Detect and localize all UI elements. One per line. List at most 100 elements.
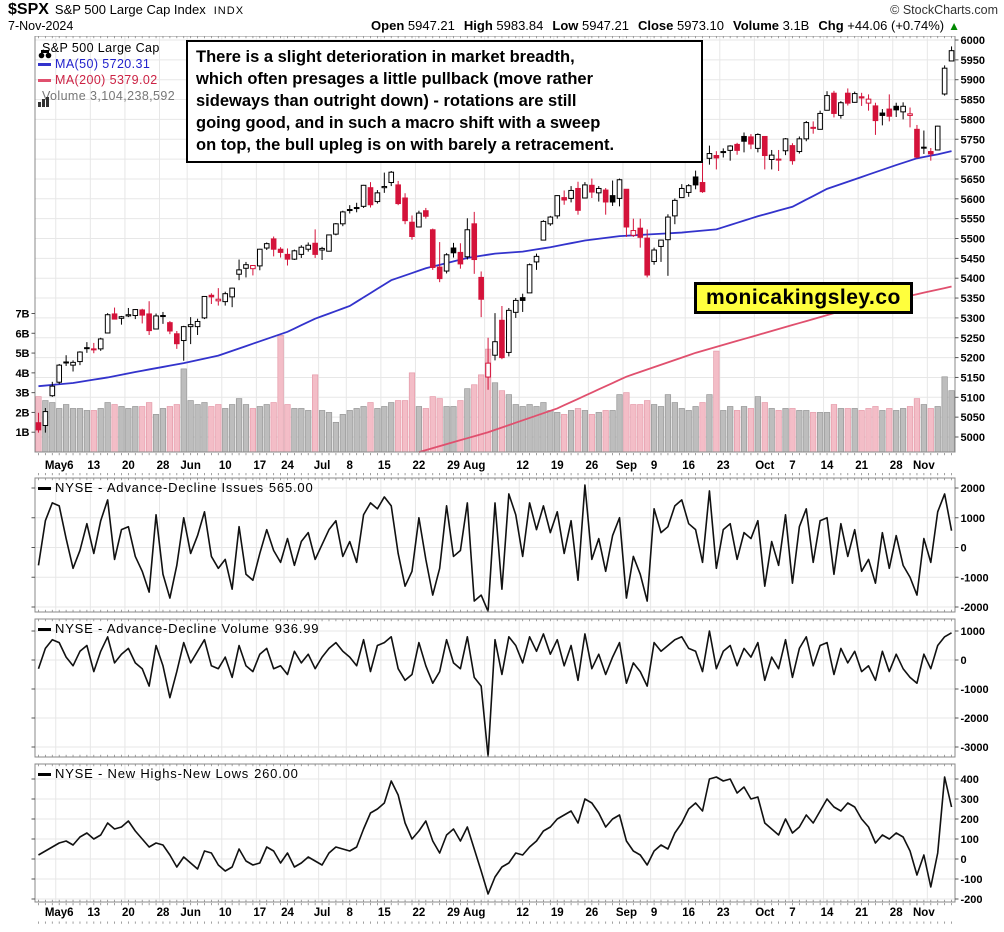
svg-text:Jun: Jun <box>180 907 200 919</box>
svg-text:17: 17 <box>253 460 266 472</box>
new-highs-lows-panel: 400 300 200 100 0 -100 -200 May6 13 20 28 Jun 10 17 24… <box>31 763 983 924</box>
svg-text:14: 14 <box>821 460 834 472</box>
svg-text:Sep: Sep <box>616 907 637 919</box>
svg-text:5B: 5B <box>15 348 29 360</box>
new-highs-lows-label: NYSE - New Highs-New Lows 260.00 <box>38 766 299 781</box>
svg-text:10: 10 <box>219 460 232 472</box>
annotation-box: There is a slight deterioration in marke… <box>186 40 703 163</box>
svg-text:Aug: Aug <box>463 907 485 919</box>
svg-text:5900: 5900 <box>961 75 985 87</box>
svg-text:22: 22 <box>413 460 426 472</box>
svg-text:8: 8 <box>347 460 354 472</box>
watermark-badge: monicakingsley.co <box>694 282 913 314</box>
legend-volume-row: Volume 3,104,238,592 <box>38 88 176 107</box>
svg-text:20: 20 <box>122 460 135 472</box>
ad-issues-panel: 2000 1000 0 -1000 -2000 <box>31 477 989 614</box>
svg-text:May6: May6 <box>45 907 74 919</box>
svg-text:-2000: -2000 <box>961 713 989 725</box>
svg-text:26: 26 <box>585 460 598 472</box>
change-up-icon: ▲ <box>948 19 960 33</box>
svg-text:5400: 5400 <box>961 273 985 285</box>
legend-title-row: S&P 500 Large Cap <box>38 40 175 59</box>
quote-label: Chg <box>818 18 844 33</box>
svg-text:22: 22 <box>413 907 426 919</box>
svg-text:Oct: Oct <box>755 907 774 919</box>
svg-text:5750: 5750 <box>961 134 985 146</box>
svg-text:5000: 5000 <box>961 432 985 444</box>
svg-text:6000: 6000 <box>961 36 985 47</box>
svg-text:20: 20 <box>122 907 135 919</box>
svg-text:5850: 5850 <box>961 95 985 107</box>
svg-text:24: 24 <box>281 460 294 472</box>
stockcharts-credit: © StockCharts.com <box>890 3 998 17</box>
svg-text:5250: 5250 <box>961 333 985 345</box>
legend-volume: Volume 3,104,238,592 <box>42 89 176 103</box>
quote-value: 5983.84 <box>492 18 544 33</box>
svg-text:Sep: Sep <box>616 460 637 472</box>
ad-issues-label: NYSE - Advance-Decline Issues 565.00 <box>38 480 313 495</box>
svg-text:4B: 4B <box>15 368 29 380</box>
svg-text:300: 300 <box>961 794 979 806</box>
svg-text:5550: 5550 <box>961 214 985 226</box>
svg-text:23: 23 <box>717 460 730 472</box>
svg-text:3B: 3B <box>15 388 29 400</box>
legend-ma50: MA(50) 5720.31 <box>55 57 151 71</box>
quote-value: 3.1B <box>779 18 810 33</box>
svg-text:5050: 5050 <box>961 412 985 424</box>
svg-text:8: 8 <box>347 907 354 919</box>
svg-text:5350: 5350 <box>961 293 985 305</box>
annotation-line: on top, the bull upleg is on with barely… <box>196 136 615 154</box>
svg-text:5950: 5950 <box>961 55 985 67</box>
svg-text:Aug: Aug <box>463 460 485 472</box>
ma50-line-swatch <box>38 63 51 67</box>
svg-text:Oct: Oct <box>755 460 774 472</box>
annotation-line: going good, and in such a macro shift wi… <box>196 114 601 132</box>
svg-text:13: 13 <box>87 460 100 472</box>
svg-text:-1000: -1000 <box>961 684 989 696</box>
quote-bar: Open 5947.21 High 5983.84 Low 5947.21 Close… <box>362 18 960 33</box>
svg-text:1000: 1000 <box>961 513 985 525</box>
ad-volume-panel: 1000 0 -1000 -2000 -3000 <box>31 618 989 758</box>
svg-text:7B: 7B <box>15 309 29 321</box>
svg-text:-1000: -1000 <box>961 572 989 584</box>
svg-text:200: 200 <box>961 814 979 826</box>
quote-value: 5947.21 <box>578 18 629 33</box>
svg-text:5650: 5650 <box>961 174 985 186</box>
svg-text:5600: 5600 <box>961 194 985 206</box>
legend-title: S&P 500 Large Cap <box>42 41 160 55</box>
line-swatch <box>38 628 51 632</box>
symbol-exchange: INDX <box>213 5 245 17</box>
annotation-line: There is a slight deterioration in marke… <box>196 48 575 66</box>
chart-title-row: $SPX S&P 500 Large Cap Index INDX <box>8 1 244 19</box>
svg-text:2000: 2000 <box>961 483 985 495</box>
svg-text:7: 7 <box>789 460 795 472</box>
svg-text:-100: -100 <box>961 874 983 886</box>
svg-text:Jul: Jul <box>314 460 331 472</box>
svg-text:15: 15 <box>378 460 391 472</box>
svg-text:Nov: Nov <box>913 460 935 472</box>
annotation-line: sideways than outright down) - rotations… <box>196 92 577 110</box>
legend-ma200-row: MA(200) 5379.02 <box>38 72 175 88</box>
quote-label: Open <box>371 18 405 33</box>
quote-value: 5973.10 <box>673 18 724 33</box>
quote-label: Close <box>637 18 674 33</box>
svg-text:26: 26 <box>585 907 598 919</box>
svg-text:5450: 5450 <box>961 253 985 265</box>
svg-text:28: 28 <box>157 460 170 472</box>
svg-text:28: 28 <box>890 460 903 472</box>
svg-text:100: 100 <box>961 834 979 846</box>
svg-text:May6: May6 <box>45 460 74 472</box>
svg-text:19: 19 <box>551 907 564 919</box>
quote-items: Open 5947.21 High 5983.84 Low 5947.21 Close… <box>362 18 944 33</box>
panel-label-value: 565.00 <box>268 480 314 495</box>
svg-text:29: 29 <box>447 460 460 472</box>
svg-text:0: 0 <box>961 543 967 555</box>
svg-text:400: 400 <box>961 774 979 786</box>
svg-text:5700: 5700 <box>961 154 985 166</box>
svg-text:-2000: -2000 <box>961 602 989 614</box>
svg-text:0: 0 <box>961 854 967 866</box>
svg-text:9: 9 <box>651 460 657 472</box>
svg-text:Jun: Jun <box>180 460 200 472</box>
svg-text:5150: 5150 <box>961 372 985 384</box>
